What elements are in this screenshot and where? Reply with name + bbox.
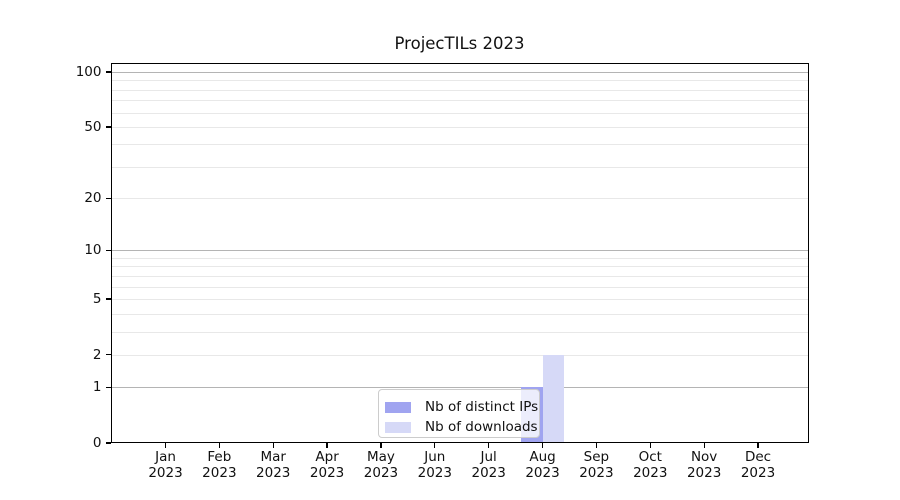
x-tick — [272, 443, 274, 448]
legend-swatch — [385, 421, 411, 433]
x-tick-label: Dec 2023 — [740, 449, 776, 481]
grid-line-minor — [111, 286, 808, 288]
grid-line-minor — [111, 298, 808, 300]
y-tick — [106, 298, 111, 300]
y-tick — [106, 126, 111, 128]
grid-line-minor — [111, 331, 808, 333]
x-tick-label: Feb 2023 — [202, 449, 237, 481]
y-tick-label: 2 — [92, 346, 102, 363]
grid-line-minor — [111, 198, 808, 200]
x-tick-label: Jul 2023 — [471, 449, 506, 481]
legend-row: Nb of downloads — [385, 417, 538, 437]
grid-line-minor — [111, 100, 808, 102]
x-tick-label: Jan 2023 — [148, 449, 183, 481]
bar-nb-of-downloads — [542, 354, 565, 443]
x-tick — [541, 443, 544, 448]
legend: Nb of distinct IPs Nb of downloads — [378, 389, 540, 438]
y-tick — [106, 354, 111, 356]
x-tick — [703, 443, 705, 448]
grid-line-minor — [111, 80, 808, 82]
y-tick-label: 100 — [75, 64, 102, 80]
x-tick — [434, 443, 436, 448]
legend-swatch — [385, 401, 411, 413]
grid-line-minor — [111, 89, 808, 91]
x-tick — [380, 443, 382, 448]
y-tick-label: 1 — [92, 379, 102, 396]
y-tick-label: 10 — [84, 242, 102, 259]
x-tick — [218, 443, 220, 448]
x-tick-label: May 2023 — [363, 449, 399, 481]
y-tick-label: 50 — [84, 118, 102, 135]
grid-line-minor — [111, 166, 808, 168]
grid-line-major — [111, 250, 808, 252]
grid-line-minor — [111, 266, 808, 268]
legend-row: Nb of distinct IPs — [385, 397, 538, 417]
x-tick-label: Mar 2023 — [256, 449, 291, 481]
legend-label: Nb of distinct IPs — [425, 399, 539, 415]
x-tick-label: Oct 2023 — [633, 449, 668, 481]
x-tick — [326, 443, 328, 448]
x-tick — [488, 443, 490, 448]
grid-line-minor — [111, 144, 808, 146]
x-tick — [595, 443, 597, 448]
legend-label: Nb of downloads — [425, 419, 538, 435]
chart-title: ProjecTILs 2023 — [394, 34, 525, 53]
x-tick — [757, 443, 759, 448]
x-tick-label: Jun 2023 — [417, 449, 452, 481]
y-tick-label: 0 — [92, 435, 102, 451]
x-tick-label: Aug 2023 — [525, 449, 560, 481]
y-tick — [106, 249, 111, 251]
x-tick — [649, 443, 651, 448]
grid-line-minor — [111, 126, 808, 128]
x-tick-label: Apr 2023 — [309, 449, 345, 481]
y-tick — [106, 442, 111, 444]
y-tick-label: 20 — [84, 190, 102, 207]
grid-line-minor — [111, 275, 808, 277]
grid-line-minor — [111, 112, 808, 114]
y-tick — [106, 71, 111, 73]
grid-line-major — [111, 387, 808, 389]
grid-line-minor — [111, 257, 808, 259]
plot-border — [110, 62, 809, 443]
y-tick-label: 5 — [92, 290, 102, 307]
y-tick — [106, 386, 111, 388]
x-tick-label: Sep 2023 — [579, 449, 614, 481]
grid-line-minor — [111, 313, 808, 315]
x-tick — [164, 443, 167, 448]
grid-line-major — [111, 72, 808, 73]
y-tick — [106, 197, 111, 199]
x-tick-label: Nov 2023 — [686, 449, 722, 481]
grid-line-minor — [111, 354, 808, 356]
